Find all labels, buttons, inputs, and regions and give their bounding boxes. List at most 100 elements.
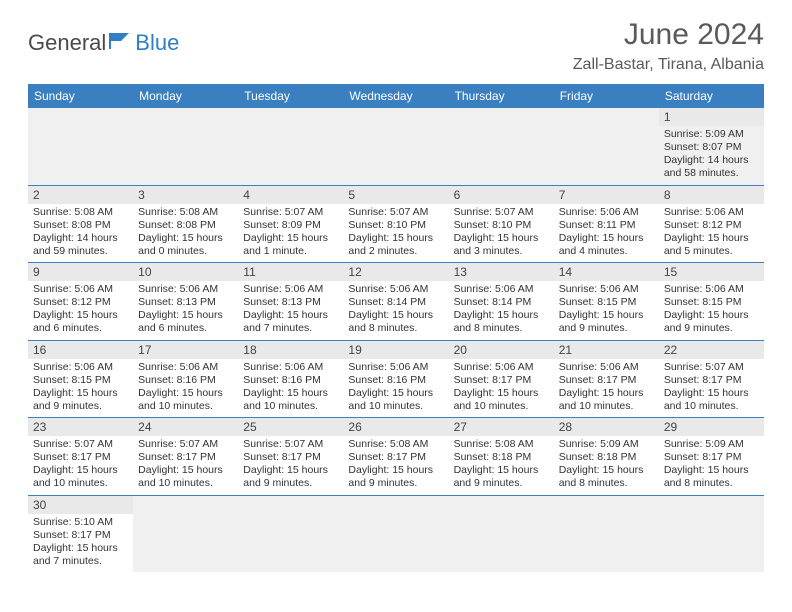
daylight-text: Daylight: 15 hours and 5 minutes. [664,232,759,258]
day-details: Sunrise: 5:09 AMSunset: 8:18 PMDaylight:… [559,438,654,491]
day-details: Sunrise: 5:06 AMSunset: 8:15 PMDaylight:… [559,283,654,336]
sunset-text: Sunset: 8:17 PM [33,529,128,542]
sunset-text: Sunset: 8:17 PM [243,451,338,464]
logo-text-left: General [28,30,106,56]
calendar-cell: 1Sunrise: 5:09 AMSunset: 8:07 PMDaylight… [659,108,764,185]
day-number: 21 [554,341,659,359]
day-details: Sunrise: 5:06 AMSunset: 8:12 PMDaylight:… [664,206,759,259]
calendar-cell: 22Sunrise: 5:07 AMSunset: 8:17 PMDayligh… [659,340,764,418]
day-number: 25 [238,418,343,436]
day-number: 6 [449,186,554,204]
calendar-cell [133,108,238,185]
day-number: 7 [554,186,659,204]
calendar-cell: 29Sunrise: 5:09 AMSunset: 8:17 PMDayligh… [659,418,764,496]
day-details: Sunrise: 5:06 AMSunset: 8:17 PMDaylight:… [454,361,549,414]
day-details: Sunrise: 5:06 AMSunset: 8:16 PMDaylight:… [348,361,443,414]
daylight-text: Daylight: 15 hours and 9 minutes. [348,464,443,490]
day-details: Sunrise: 5:07 AMSunset: 8:10 PMDaylight:… [454,206,549,259]
sunset-text: Sunset: 8:08 PM [33,219,128,232]
calendar-cell [449,495,554,572]
weekday-header: Thursday [449,84,554,108]
calendar-week-row: 16Sunrise: 5:06 AMSunset: 8:15 PMDayligh… [28,340,764,418]
calendar-cell: 7Sunrise: 5:06 AMSunset: 8:11 PMDaylight… [554,185,659,263]
daylight-text: Daylight: 15 hours and 4 minutes. [559,232,654,258]
sunrise-text: Sunrise: 5:07 AM [243,206,338,219]
calendar-week-row: 30Sunrise: 5:10 AMSunset: 8:17 PMDayligh… [28,495,764,572]
day-details: Sunrise: 5:07 AMSunset: 8:17 PMDaylight:… [138,438,233,491]
sunset-text: Sunset: 8:13 PM [243,296,338,309]
month-title: June 2024 [573,18,764,52]
daylight-text: Daylight: 15 hours and 10 minutes. [138,464,233,490]
day-details: Sunrise: 5:10 AMSunset: 8:17 PMDaylight:… [33,516,128,569]
day-number: 16 [28,341,133,359]
sunrise-text: Sunrise: 5:06 AM [138,361,233,374]
sunset-text: Sunset: 8:14 PM [348,296,443,309]
calendar-cell: 8Sunrise: 5:06 AMSunset: 8:12 PMDaylight… [659,185,764,263]
sunrise-text: Sunrise: 5:08 AM [348,438,443,451]
calendar-cell: 14 Sunrise: 5:06 AMSunset: 8:15 PMDayligh… [554,263,659,341]
daylight-text: Daylight: 15 hours and 9 minutes. [454,464,549,490]
daylight-text: Daylight: 15 hours and 10 minutes. [243,387,338,413]
sunrise-text: Sunrise: 5:08 AM [454,438,549,451]
day-number: 20 [449,341,554,359]
daylight-text: Daylight: 15 hours and 7 minutes. [33,542,128,568]
daylight-text: Daylight: 15 hours and 7 minutes. [243,309,338,335]
sunrise-text: Sunrise: 5:06 AM [559,283,654,296]
sunset-text: Sunset: 8:16 PM [138,374,233,387]
day-number: 1 [659,108,764,126]
daylight-text: Daylight: 15 hours and 9 minutes. [664,309,759,335]
day-number: 3 [133,186,238,204]
sunset-text: Sunset: 8:17 PM [664,451,759,464]
sunrise-text: Sunrise: 5:06 AM [138,283,233,296]
header: General Blue June 2024 Zall-Bastar, Tira… [28,18,764,74]
calendar-cell: 23Sunrise: 5:07 AMSunset: 8:17 PMDayligh… [28,418,133,496]
daylight-text: Daylight: 15 hours and 9 minutes. [559,309,654,335]
daylight-text: Daylight: 15 hours and 10 minutes. [454,387,549,413]
calendar-cell: 30Sunrise: 5:10 AMSunset: 8:17 PMDayligh… [28,495,133,572]
daylight-text: Daylight: 14 hours and 59 minutes. [33,232,128,258]
calendar-cell: 21 Sunrise: 5:06 AMSunset: 8:17 PMDayligh… [554,340,659,418]
daylight-text: Daylight: 15 hours and 2 minutes. [348,232,443,258]
day-number: 14 [554,263,659,281]
day-details: Sunrise: 5:06 AMSunset: 8:15 PMDaylight:… [664,283,759,336]
sunset-text: Sunset: 8:17 PM [348,451,443,464]
sunset-text: Sunset: 8:17 PM [33,451,128,464]
calendar-cell: 6 Sunrise: 5:07 AMSunset: 8:10 PMDaylight… [449,185,554,263]
sunset-text: Sunset: 8:17 PM [138,451,233,464]
sunset-text: Sunset: 8:16 PM [348,374,443,387]
calendar-cell: 12Sunrise: 5:06 AMSunset: 8:14 PMDayligh… [343,263,448,341]
day-details: Sunrise: 5:06 AMSunset: 8:16 PMDaylight:… [243,361,338,414]
daylight-text: Daylight: 14 hours and 58 minutes. [664,154,759,180]
sunset-text: Sunset: 8:10 PM [348,219,443,232]
calendar-week-row: 23Sunrise: 5:07 AMSunset: 8:17 PMDayligh… [28,418,764,496]
day-number: 28 [554,418,659,436]
flag-icon [107,30,133,56]
day-details: Sunrise: 5:07 AMSunset: 8:17 PMDaylight:… [243,438,338,491]
calendar-cell: 17Sunrise: 5:06 AMSunset: 8:16 PMDayligh… [133,340,238,418]
day-details: Sunrise: 5:06 AMSunset: 8:17 PMDaylight:… [559,361,654,414]
calendar-cell: 5Sunrise: 5:07 AMSunset: 8:10 PMDaylight… [343,185,448,263]
calendar-cell [554,495,659,572]
sunrise-text: Sunrise: 5:07 AM [454,206,549,219]
sunrise-text: Sunrise: 5:06 AM [33,283,128,296]
day-number: 10 [133,263,238,281]
sunrise-text: Sunrise: 5:09 AM [664,438,759,451]
calendar-cell: 28 Sunrise: 5:09 AMSunset: 8:18 PMDayligh… [554,418,659,496]
daylight-text: Daylight: 15 hours and 6 minutes. [33,309,128,335]
day-number: 26 [343,418,448,436]
daylight-text: Daylight: 15 hours and 8 minutes. [454,309,549,335]
calendar-cell [343,495,448,572]
calendar-cell: 27Sunrise: 5:08 AMSunset: 8:18 PMDayligh… [449,418,554,496]
day-details: Sunrise: 5:08 AMSunset: 8:08 PMDaylight:… [138,206,233,259]
sunrise-text: Sunrise: 5:07 AM [33,438,128,451]
sunset-text: Sunset: 8:17 PM [454,374,549,387]
day-number: 22 [659,341,764,359]
sunset-text: Sunset: 8:12 PM [664,219,759,232]
day-number: 9 [28,263,133,281]
daylight-text: Daylight: 15 hours and 10 minutes. [664,387,759,413]
day-number: 13 [449,263,554,281]
sunrise-text: Sunrise: 5:06 AM [664,206,759,219]
sunset-text: Sunset: 8:08 PM [138,219,233,232]
weekday-header-row: SundayMondayTuesdayWednesdayThursdayFrid… [28,84,764,108]
weekday-header: Tuesday [238,84,343,108]
